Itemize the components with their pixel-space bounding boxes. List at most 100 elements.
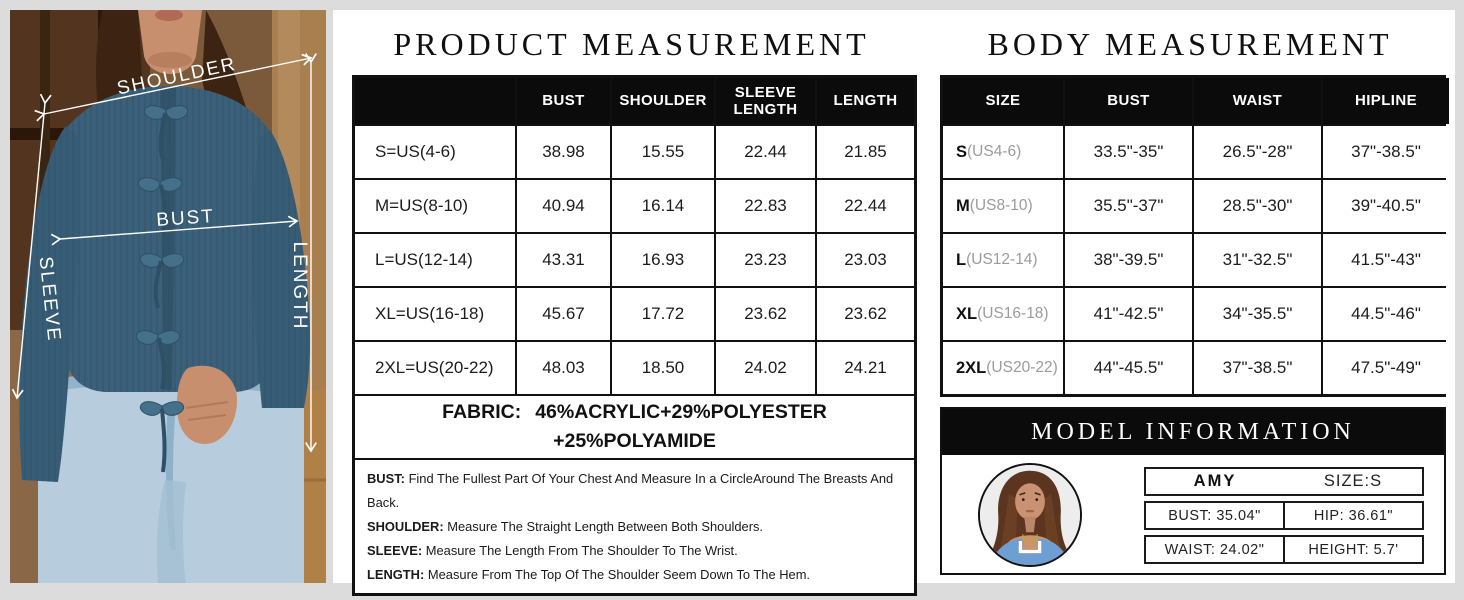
product-photo-illustration: SHOULDER BUST SLEEVE LENGTH (10, 10, 326, 583)
size-label: L (US12-14) (943, 234, 1063, 286)
size-label: 2XL (US20-22) (943, 342, 1063, 394)
note-line: SLEEVE: Measure The Length From The Shou… (367, 539, 902, 563)
table-cell: 40.94 (517, 180, 610, 232)
table-cell: 38.98 (517, 126, 610, 178)
product-photo: SHOULDER BUST SLEEVE LENGTH (10, 10, 326, 583)
model-waist-height-row: WAIST: 24.02" HEIGHT: 5.7' (1144, 535, 1424, 564)
model-name-row: AMY SIZE:S (1144, 467, 1424, 496)
model-height: HEIGHT: 5.7' (1283, 537, 1422, 562)
header-cell-empty (355, 78, 515, 124)
table-cell: 35.5"-37" (1065, 180, 1192, 232)
size-label: M (US8-10) (943, 180, 1063, 232)
table-cell: 41"-42.5" (1065, 288, 1192, 340)
size-us-range: (US12-14) (966, 251, 1038, 268)
table-cell: 41.5"-43" (1323, 234, 1449, 286)
header-cell-bust: BUST (1065, 78, 1192, 124)
table-cell: 22.44 (817, 180, 914, 232)
header-cell-waist: WAIST (1194, 78, 1321, 124)
size-letter: M (956, 196, 970, 215)
note-line: BUST: Find The Fullest Part Of Your Ches… (367, 467, 902, 515)
size-letter: S (956, 142, 968, 161)
note-label: SHOULDER: (367, 519, 444, 534)
header-cell-size: SIZE (943, 78, 1063, 124)
fabric-info: FABRIC: 46%ACRYLIC+29%POLYESTER +25%POLYA… (355, 394, 914, 458)
table-cell: 28.5"-30" (1194, 180, 1321, 232)
model-information-box: MODEL INFORMATION AMY (940, 407, 1446, 575)
row-label: 2XL=US(20-22) (355, 342, 515, 394)
table-cell: 15.55 (612, 126, 714, 178)
size-us-range: (US16-18) (977, 305, 1049, 322)
size-letter: 2XL (956, 358, 987, 377)
shoulder-line (34, 53, 313, 122)
note-text: Measure The Straight Length Between Both… (447, 519, 764, 534)
model-bust-hip-row: BUST: 35.04" HIP: 36.61" (1144, 501, 1424, 530)
note-label: LENGTH: (367, 567, 425, 582)
product-measurement-title: PRODUCT MEASUREMENT (393, 26, 870, 62)
table-cell: 38"-39.5" (1065, 234, 1192, 286)
size-us-range: (US8-10) (969, 197, 1033, 214)
size-us-range: (US4-6) (967, 143, 1022, 160)
model-photo (978, 463, 1082, 567)
table-cell: 31"-32.5" (1194, 234, 1321, 286)
table-cell: 37"-38.5" (1194, 342, 1321, 394)
note-text: Measure From The Top Of The Shoulder See… (427, 567, 811, 582)
row-label: L=US(12-14) (355, 234, 515, 286)
size-letter: XL (956, 304, 978, 323)
table-cell: 34"-35.5" (1194, 288, 1321, 340)
table-cell: 22.44 (716, 126, 815, 178)
model-hip: HIP: 36.61" (1283, 503, 1422, 528)
note-text: Measure The Length From The Shoulder To … (425, 543, 738, 558)
fabric-label: FABRIC: (442, 400, 522, 423)
note-label: SLEEVE: (367, 543, 423, 558)
product-table-grid: BUST SHOULDER SLEEVE LENGTH LENGTH S=US(… (355, 78, 914, 394)
header-cell-length: LENGTH (817, 78, 914, 124)
table-cell: 17.72 (612, 288, 714, 340)
body-measurement-table: SIZE BUST WAIST HIPLINE S (US4-6) 33.5"-3… (940, 75, 1449, 397)
table-cell: 24.21 (817, 342, 914, 394)
table-cell: 44.5"-46" (1323, 288, 1449, 340)
table-cell: 24.02 (716, 342, 815, 394)
table-cell: 23.23 (716, 234, 815, 286)
table-cell: 48.03 (517, 342, 610, 394)
table-cell: 22.83 (716, 180, 815, 232)
measurement-notes: BUST: Find The Fullest Part Of Your Ches… (355, 458, 914, 593)
fabric-line2: +25%POLYAMIDE (553, 430, 716, 452)
size-letter: L (956, 250, 967, 269)
model-name: AMY (1193, 472, 1237, 490)
table-cell: 43.31 (517, 234, 610, 286)
model-size: SIZE:S (1323, 472, 1383, 490)
model-waist: WAIST: 24.02" (1164, 541, 1265, 558)
model-avatar-illustration (980, 465, 1080, 565)
note-label: BUST: (367, 471, 405, 486)
header-cell-bust: BUST (517, 78, 610, 124)
sleeve-line (11, 93, 52, 400)
header-cell-shoulder: SHOULDER (612, 78, 714, 124)
bust-label: BUST (156, 206, 216, 231)
size-label: XL (US16-18) (943, 288, 1063, 340)
row-label: S=US(4-6) (355, 126, 515, 178)
note-line: LENGTH: Measure From The Top Of The Shou… (367, 563, 902, 587)
table-cell: 44"-45.5" (1065, 342, 1192, 394)
bust-line (50, 215, 299, 246)
length-label: LENGTH (289, 241, 310, 330)
table-cell: 16.14 (612, 180, 714, 232)
note-text: Find The Fullest Part Of Your Chest And … (367, 471, 894, 510)
fabric-line1: 46%ACRYLIC+29%POLYESTER (535, 400, 827, 423)
table-cell: 26.5"-28" (1194, 126, 1321, 178)
table-cell: 47.5"-49" (1323, 342, 1449, 394)
table-cell: 23.62 (716, 288, 815, 340)
header-cell-sleeve-length: SLEEVE LENGTH (716, 78, 815, 124)
table-cell: 37"-38.5" (1323, 126, 1449, 178)
model-bust: BUST: 35.04" (1168, 507, 1261, 524)
row-label: XL=US(16-18) (355, 288, 515, 340)
row-label: M=US(8-10) (355, 180, 515, 232)
model-information-title: MODEL INFORMATION (942, 409, 1444, 455)
table-cell: 23.03 (817, 234, 914, 286)
table-cell: 39"-40.5" (1323, 180, 1449, 232)
content-panel: PRODUCT MEASUREMENT BODY MEASUREMENT BUS… (333, 10, 1455, 596)
note-line: SHOULDER: Measure The Straight Length Be… (367, 515, 902, 539)
table-cell: 23.62 (817, 288, 914, 340)
body-measurement-title: BODY MEASUREMENT (987, 26, 1393, 62)
model-info-table: AMY SIZE:S BUST: 35.04" HIP: 36.61" WAIS… (1144, 467, 1424, 564)
